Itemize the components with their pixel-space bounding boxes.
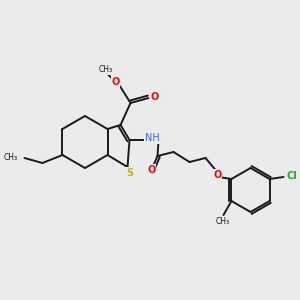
Text: O: O	[213, 170, 222, 180]
Text: O: O	[147, 165, 156, 175]
Text: CH₃: CH₃	[98, 65, 112, 74]
Text: CH₃: CH₃	[3, 152, 17, 161]
Text: Cl: Cl	[286, 171, 297, 181]
Text: CH₃: CH₃	[215, 218, 230, 226]
Text: O: O	[150, 92, 159, 102]
Text: O: O	[111, 77, 120, 87]
Text: NH: NH	[145, 133, 160, 143]
Text: S: S	[126, 168, 133, 178]
